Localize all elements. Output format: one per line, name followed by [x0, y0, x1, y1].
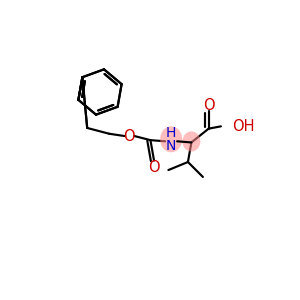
- Ellipse shape: [182, 131, 200, 152]
- Text: OH: OH: [232, 119, 254, 134]
- Text: O: O: [148, 160, 160, 175]
- Ellipse shape: [160, 126, 182, 152]
- Text: O: O: [203, 98, 214, 113]
- Text: O: O: [124, 128, 135, 143]
- Text: H
N: H N: [166, 126, 176, 153]
